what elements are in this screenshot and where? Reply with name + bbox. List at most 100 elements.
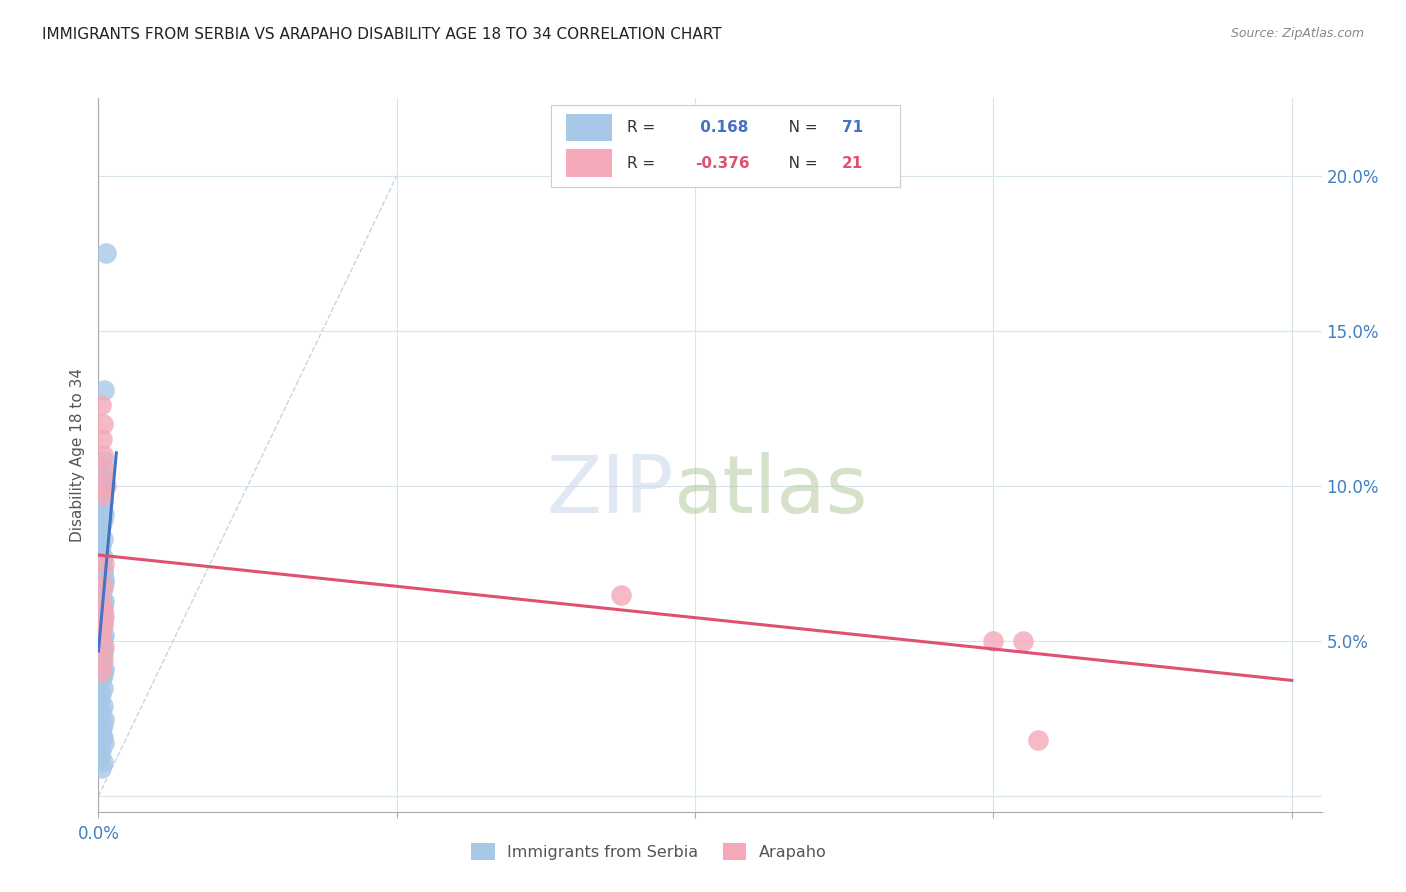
Point [90,706,112,720]
Point [90,761,112,775]
Point [91,597,114,611]
Point [91,618,114,632]
Point [93,609,115,624]
Point [90,624,112,639]
Point [93,463,115,477]
Y-axis label: Disability Age 18 to 34: Disability Age 18 to 34 [70,368,86,542]
Point [91,631,114,645]
Point [89,525,111,540]
Point [91,482,114,496]
FancyBboxPatch shape [551,105,900,187]
Text: N =: N = [773,120,823,135]
Text: IMMIGRANTS FROM SERBIA VS ARAPAHO DISABILITY AGE 18 TO 34 CORRELATION CHART: IMMIGRANTS FROM SERBIA VS ARAPAHO DISABI… [42,27,721,42]
Point [93,662,115,676]
Point [93,557,115,571]
Point [90,742,112,756]
Point [91,433,114,447]
Point [89,656,111,670]
Point [90,588,112,602]
Text: ZIP: ZIP [546,451,673,530]
Point [90,469,112,483]
Point [90,724,112,739]
Point [93,507,115,521]
Point [91,578,114,592]
Point [90,593,112,607]
Point [91,615,114,630]
Point [1026,733,1049,747]
Point [89,693,111,707]
Point [91,643,114,657]
Point [91,475,114,490]
Point [91,668,114,682]
Point [90,727,112,741]
Point [91,731,114,745]
Text: 71: 71 [842,120,863,135]
Point [93,628,115,642]
Point [93,640,115,655]
Point [90,640,112,655]
Point [90,674,112,689]
Point [91,665,114,679]
Point [90,653,112,667]
Text: -0.376: -0.376 [696,155,749,170]
Point [89,618,111,632]
Point [93,575,115,590]
Point [90,569,112,583]
Point [94,246,117,260]
Point [90,603,112,617]
Point [91,582,114,596]
Point [91,647,114,661]
Point [91,417,114,431]
Point [91,467,114,481]
Point [983,634,1005,648]
Point [91,513,114,527]
Point [94,479,117,493]
Text: N =: N = [773,155,823,170]
Point [93,454,115,468]
Text: R =: R = [627,155,659,170]
Point [93,383,115,397]
Point [91,612,114,626]
Point [91,550,114,565]
Point [91,494,114,508]
Point [1012,634,1035,648]
Point [90,557,112,571]
Text: Source: ZipAtlas.com: Source: ZipAtlas.com [1230,27,1364,40]
Point [93,736,115,750]
Text: R =: R = [627,120,659,135]
Point [93,593,115,607]
Point [90,622,112,636]
Point [91,488,114,502]
Point [89,544,111,558]
Point [93,712,115,726]
Text: 0.0%: 0.0% [77,824,120,843]
Point [91,718,114,732]
Point [89,591,111,605]
Point [91,563,114,577]
Point [91,566,114,580]
Point [90,488,112,502]
Text: 21: 21 [842,155,863,170]
Point [91,699,114,714]
Point [91,532,114,546]
Legend: Immigrants from Serbia, Arapaho: Immigrants from Serbia, Arapaho [463,835,835,868]
Point [91,603,114,617]
Point [609,588,631,602]
Point [91,755,114,769]
Point [93,572,115,586]
Point [91,681,114,695]
Point [91,634,114,648]
Point [91,448,114,462]
Point [90,500,112,515]
Point [89,748,111,763]
Point [91,599,114,614]
FancyBboxPatch shape [565,114,612,141]
Point [90,398,112,412]
Point [89,637,111,651]
Point [90,606,112,620]
Text: atlas: atlas [673,451,868,530]
FancyBboxPatch shape [565,150,612,177]
Point [90,665,112,679]
Point [90,628,112,642]
Text: 0.168: 0.168 [696,120,749,135]
